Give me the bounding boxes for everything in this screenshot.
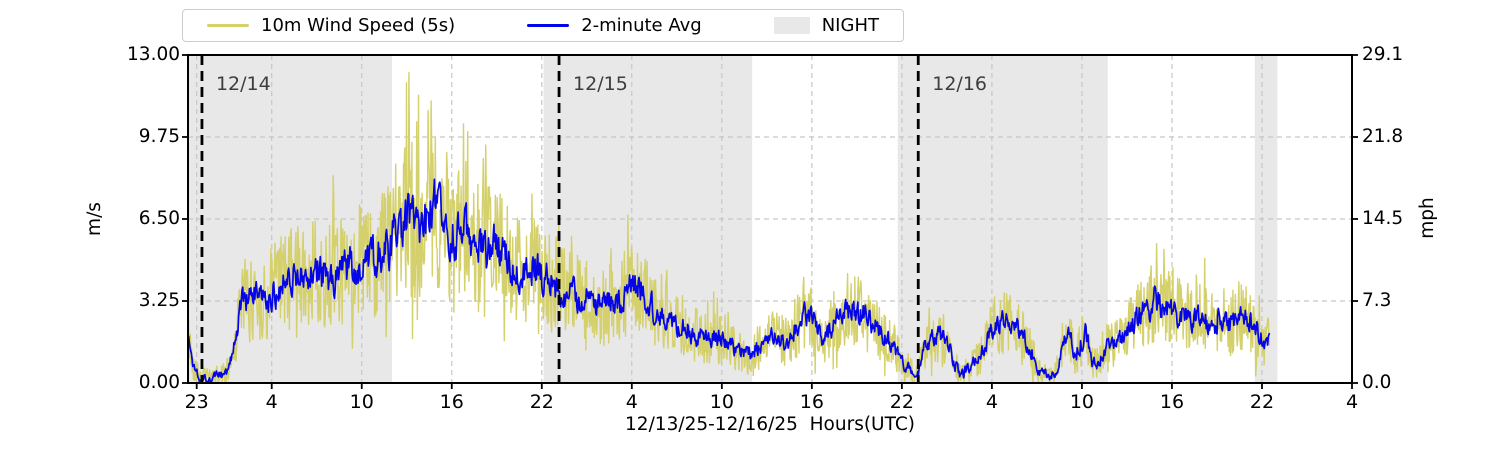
legend-label-wind-5s: 10m Wind Speed (5s) (261, 14, 456, 36)
legend-item-2min-avg: 2-minute Avg (527, 14, 702, 36)
legend-item-night: NIGHT (773, 14, 879, 36)
avg-line-swatch-icon (527, 23, 570, 28)
y-axis-label-right: mph (1417, 197, 1438, 239)
wind-5s-series-line (187, 71, 1271, 384)
night-patch-swatch-icon (773, 17, 810, 34)
legend-item-wind-5s: 10m Wind Speed (5s) (207, 14, 456, 36)
legend-label-night: NIGHT (821, 14, 879, 36)
legend-label-2min-avg: 2-minute Avg (581, 14, 702, 36)
x-axis-label: 12/13/25-12/16/25 Hours(UTC) (625, 414, 915, 435)
wind-5s-line-swatch-icon (207, 23, 249, 28)
y-axis-label-left: m/s (84, 202, 105, 236)
chart-legend: 10m Wind Speed (5s) 2-minute Avg NIGHT (182, 9, 904, 42)
avg-series-line (187, 178, 1271, 384)
